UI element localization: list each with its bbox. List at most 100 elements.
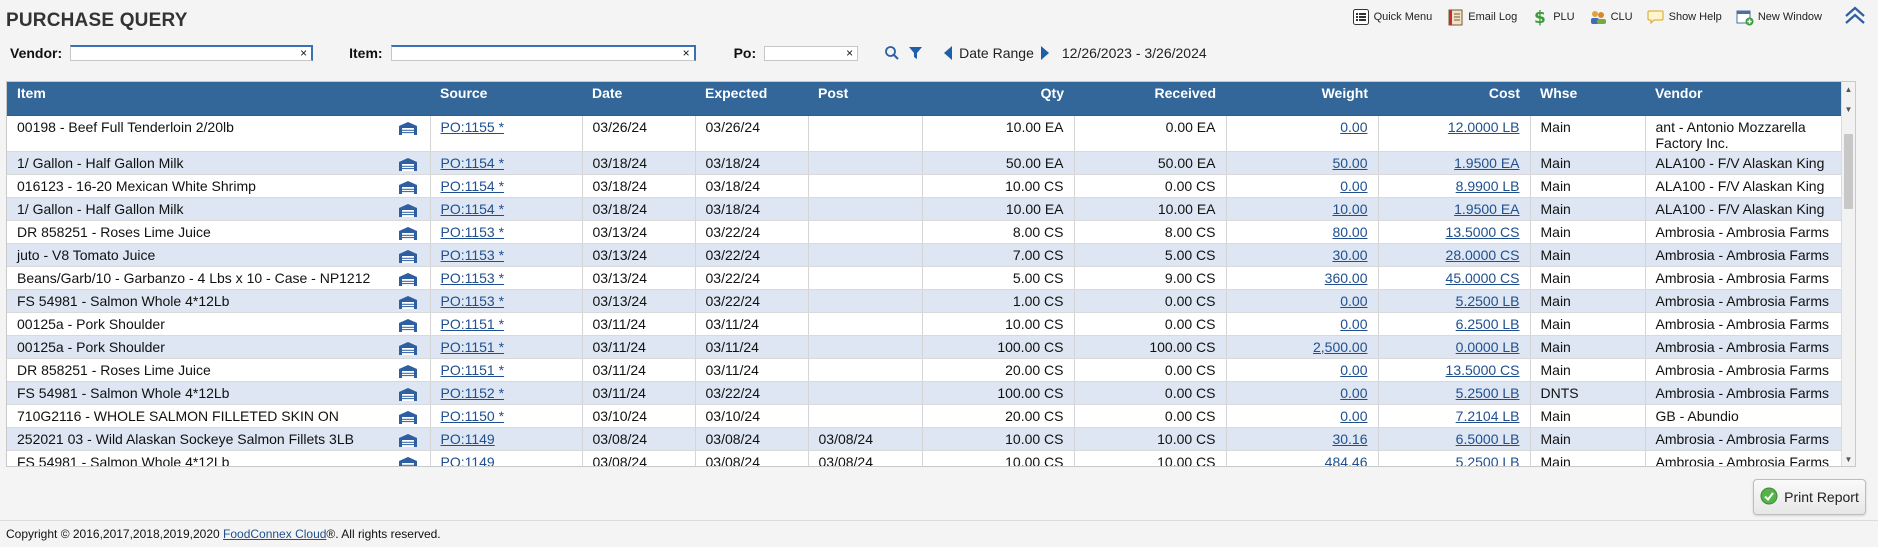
warehouse-icon[interactable] bbox=[398, 456, 418, 466]
vendor-input[interactable] bbox=[71, 49, 312, 63]
cell-source-link[interactable]: PO:1153 * bbox=[440, 246, 505, 263]
warehouse-icon[interactable] bbox=[398, 157, 418, 172]
filter-icon[interactable] bbox=[908, 46, 923, 60]
po-input[interactable] bbox=[765, 49, 858, 62]
cell-source-link[interactable]: PO:1153 * bbox=[440, 223, 505, 240]
email-log-button[interactable]: Email Log bbox=[1446, 8, 1517, 26]
cell-source-link[interactable]: PO:1155 * bbox=[440, 118, 505, 135]
scrollbar-thumb[interactable] bbox=[1844, 134, 1853, 209]
scroll-down-icon[interactable]: ▼ bbox=[1844, 454, 1853, 464]
scroll-down-small-icon[interactable]: ▼ bbox=[1844, 104, 1853, 114]
cell-source-link[interactable]: PO:1151 * bbox=[440, 361, 505, 378]
table-row[interactable]: FS 54981 - Salmon Whole 4*12Lb PO:1152 * 0… bbox=[7, 381, 1844, 405]
warehouse-icon[interactable] bbox=[398, 341, 418, 356]
warehouse-icon[interactable] bbox=[398, 272, 418, 287]
item-input[interactable] bbox=[391, 49, 694, 63]
cell-cost-link[interactable]: 13.5000 CS bbox=[1445, 223, 1520, 240]
new-window-button[interactable]: New Window bbox=[1736, 8, 1822, 26]
plu-button[interactable]: $ PLU bbox=[1531, 8, 1574, 26]
col-header-received[interactable]: Received bbox=[1074, 82, 1226, 116]
cell-cost-link[interactable]: 0.0000 LB bbox=[1455, 338, 1520, 355]
cell-cost-link[interactable]: 8.9900 LB bbox=[1455, 177, 1520, 194]
table-row[interactable]: 00125a - Pork Shoulder PO:1151 * 03/11/24 0… bbox=[7, 335, 1844, 359]
collapse-button[interactable] bbox=[1842, 6, 1868, 28]
cell-source-link[interactable]: PO:1151 * bbox=[440, 315, 505, 332]
cell-source-link[interactable]: PO:1149 bbox=[440, 430, 495, 447]
table-row[interactable]: 00198 - Beef Full Tenderloin 2/20lb PO:11… bbox=[7, 115, 1844, 152]
warehouse-icon[interactable] bbox=[398, 249, 418, 264]
col-header-item[interactable]: Item bbox=[7, 82, 430, 116]
cell-weight-link[interactable]: 10.00 bbox=[1332, 200, 1368, 217]
cell-weight-link[interactable]: 80.00 bbox=[1332, 223, 1368, 240]
col-header-date[interactable]: Date bbox=[582, 82, 695, 116]
warehouse-icon[interactable] bbox=[398, 433, 418, 448]
vendor-clear-icon[interactable]: × bbox=[300, 46, 308, 60]
quick-menu-button[interactable]: Quick Menu bbox=[1352, 8, 1432, 26]
table-row[interactable]: 252021 03 - Wild Alaskan Sockeye Salmon … bbox=[7, 427, 1844, 451]
warehouse-icon[interactable] bbox=[398, 364, 418, 379]
cell-weight-link[interactable]: 0.00 bbox=[1340, 292, 1368, 309]
table-row[interactable]: 00125a - Pork Shoulder PO:1151 * 03/11/24 0… bbox=[7, 312, 1844, 336]
cell-source-link[interactable]: PO:1154 * bbox=[440, 200, 505, 217]
cell-source-link[interactable]: PO:1149 bbox=[440, 453, 495, 467]
cell-cost-link[interactable]: 13.5000 CS bbox=[1445, 361, 1520, 378]
cell-source-link[interactable]: PO:1154 * bbox=[440, 177, 505, 194]
cell-weight-link[interactable]: 30.00 bbox=[1332, 246, 1368, 263]
cell-cost-link[interactable]: 1.9500 EA bbox=[1454, 154, 1520, 171]
table-row[interactable]: 1/ Gallon - Half Gallon Milk PO:1154 * 03/… bbox=[7, 151, 1844, 175]
col-header-weight[interactable]: Weight bbox=[1226, 82, 1378, 116]
cell-source-link[interactable]: PO:1154 * bbox=[440, 154, 505, 171]
cell-source-link[interactable]: PO:1153 * bbox=[440, 269, 505, 286]
cell-weight-link[interactable]: 0.00 bbox=[1340, 361, 1368, 378]
cell-weight-link[interactable]: 0.00 bbox=[1340, 407, 1368, 424]
cell-cost-link[interactable]: 7.2104 LB bbox=[1455, 407, 1520, 424]
cell-source-link[interactable]: PO:1153 * bbox=[440, 292, 505, 309]
print-report-button[interactable]: Print Report bbox=[1753, 479, 1866, 515]
cell-weight-link[interactable]: 50.00 bbox=[1332, 154, 1368, 171]
table-row[interactable]: 1/ Gallon - Half Gallon Milk PO:1154 * 03/… bbox=[7, 197, 1844, 221]
cell-weight-link[interactable]: 360.00 bbox=[1324, 269, 1368, 286]
cell-weight-link[interactable]: 0.00 bbox=[1340, 118, 1368, 135]
warehouse-icon[interactable] bbox=[398, 121, 418, 136]
table-row[interactable]: DR 858251 - Roses Lime Juice PO:1153 * 03/… bbox=[7, 220, 1844, 244]
show-help-button[interactable]: Show Help bbox=[1647, 8, 1722, 26]
cell-cost-link[interactable]: 5.2500 LB bbox=[1455, 453, 1520, 467]
warehouse-icon[interactable] bbox=[398, 180, 418, 195]
cell-source-link[interactable]: PO:1151 * bbox=[440, 338, 505, 355]
col-header-post[interactable]: Post bbox=[808, 82, 922, 116]
cell-cost-link[interactable]: 12.0000 LB bbox=[1447, 118, 1520, 135]
cell-weight-link[interactable]: 484.46 bbox=[1324, 453, 1368, 467]
item-clear-icon[interactable]: × bbox=[682, 46, 690, 60]
vertical-scrollbar[interactable]: ▲ ▼ ▼ bbox=[1841, 82, 1855, 466]
cell-source-link[interactable]: PO:1152 * bbox=[440, 384, 505, 401]
date-range-prev-icon[interactable] bbox=[943, 45, 953, 61]
cell-weight-link[interactable]: 0.00 bbox=[1340, 177, 1368, 194]
cell-cost-link[interactable]: 6.5000 LB bbox=[1455, 430, 1520, 447]
cell-weight-link[interactable]: 0.00 bbox=[1340, 384, 1368, 401]
clu-button[interactable]: CLU bbox=[1589, 8, 1633, 26]
warehouse-icon[interactable] bbox=[398, 318, 418, 333]
cell-cost-link[interactable]: 1.9500 EA bbox=[1454, 200, 1520, 217]
col-header-whse[interactable]: Whse bbox=[1530, 82, 1645, 116]
warehouse-icon[interactable] bbox=[398, 226, 418, 241]
table-row[interactable]: 710G2116 - WHOLE SALMON FILLETED SKIN ON… bbox=[7, 404, 1844, 428]
table-row[interactable]: juto - V8 Tomato Juice PO:1153 * 03/13/24 0… bbox=[7, 243, 1844, 267]
table-row[interactable]: DR 858251 - Roses Lime Juice PO:1151 * 03/… bbox=[7, 358, 1844, 382]
cell-source-link[interactable]: PO:1150 * bbox=[440, 407, 505, 424]
col-header-expected[interactable]: Expected bbox=[695, 82, 808, 116]
scroll-up-icon[interactable]: ▲ bbox=[1844, 84, 1853, 94]
table-row[interactable]: 016123 - 16-20 Mexican White Shrimp PO:11… bbox=[7, 174, 1844, 198]
date-range-value[interactable]: 12/26/2023 - 3/26/2024 bbox=[1061, 45, 1207, 61]
po-clear-icon[interactable]: × bbox=[846, 45, 854, 60]
warehouse-icon[interactable] bbox=[398, 203, 418, 218]
cell-cost-link[interactable]: 5.2500 LB bbox=[1455, 292, 1520, 309]
table-row[interactable]: Beans/Garb/10 - Garbanzo - 4 Lbs x 10 - … bbox=[7, 266, 1844, 290]
table-row[interactable]: FS 54981 - Salmon Whole 4*12Lb PO:1149 03/… bbox=[7, 450, 1844, 467]
col-header-qty[interactable]: Qty bbox=[922, 82, 1074, 116]
foodconnex-link[interactable]: FoodConnex Cloud bbox=[223, 527, 327, 541]
cell-cost-link[interactable]: 45.0000 CS bbox=[1445, 269, 1520, 286]
cell-cost-link[interactable]: 28.0000 CS bbox=[1445, 246, 1520, 263]
cell-weight-link[interactable]: 0.00 bbox=[1340, 315, 1368, 332]
col-header-source[interactable]: Source bbox=[430, 82, 582, 116]
warehouse-icon[interactable] bbox=[398, 410, 418, 425]
